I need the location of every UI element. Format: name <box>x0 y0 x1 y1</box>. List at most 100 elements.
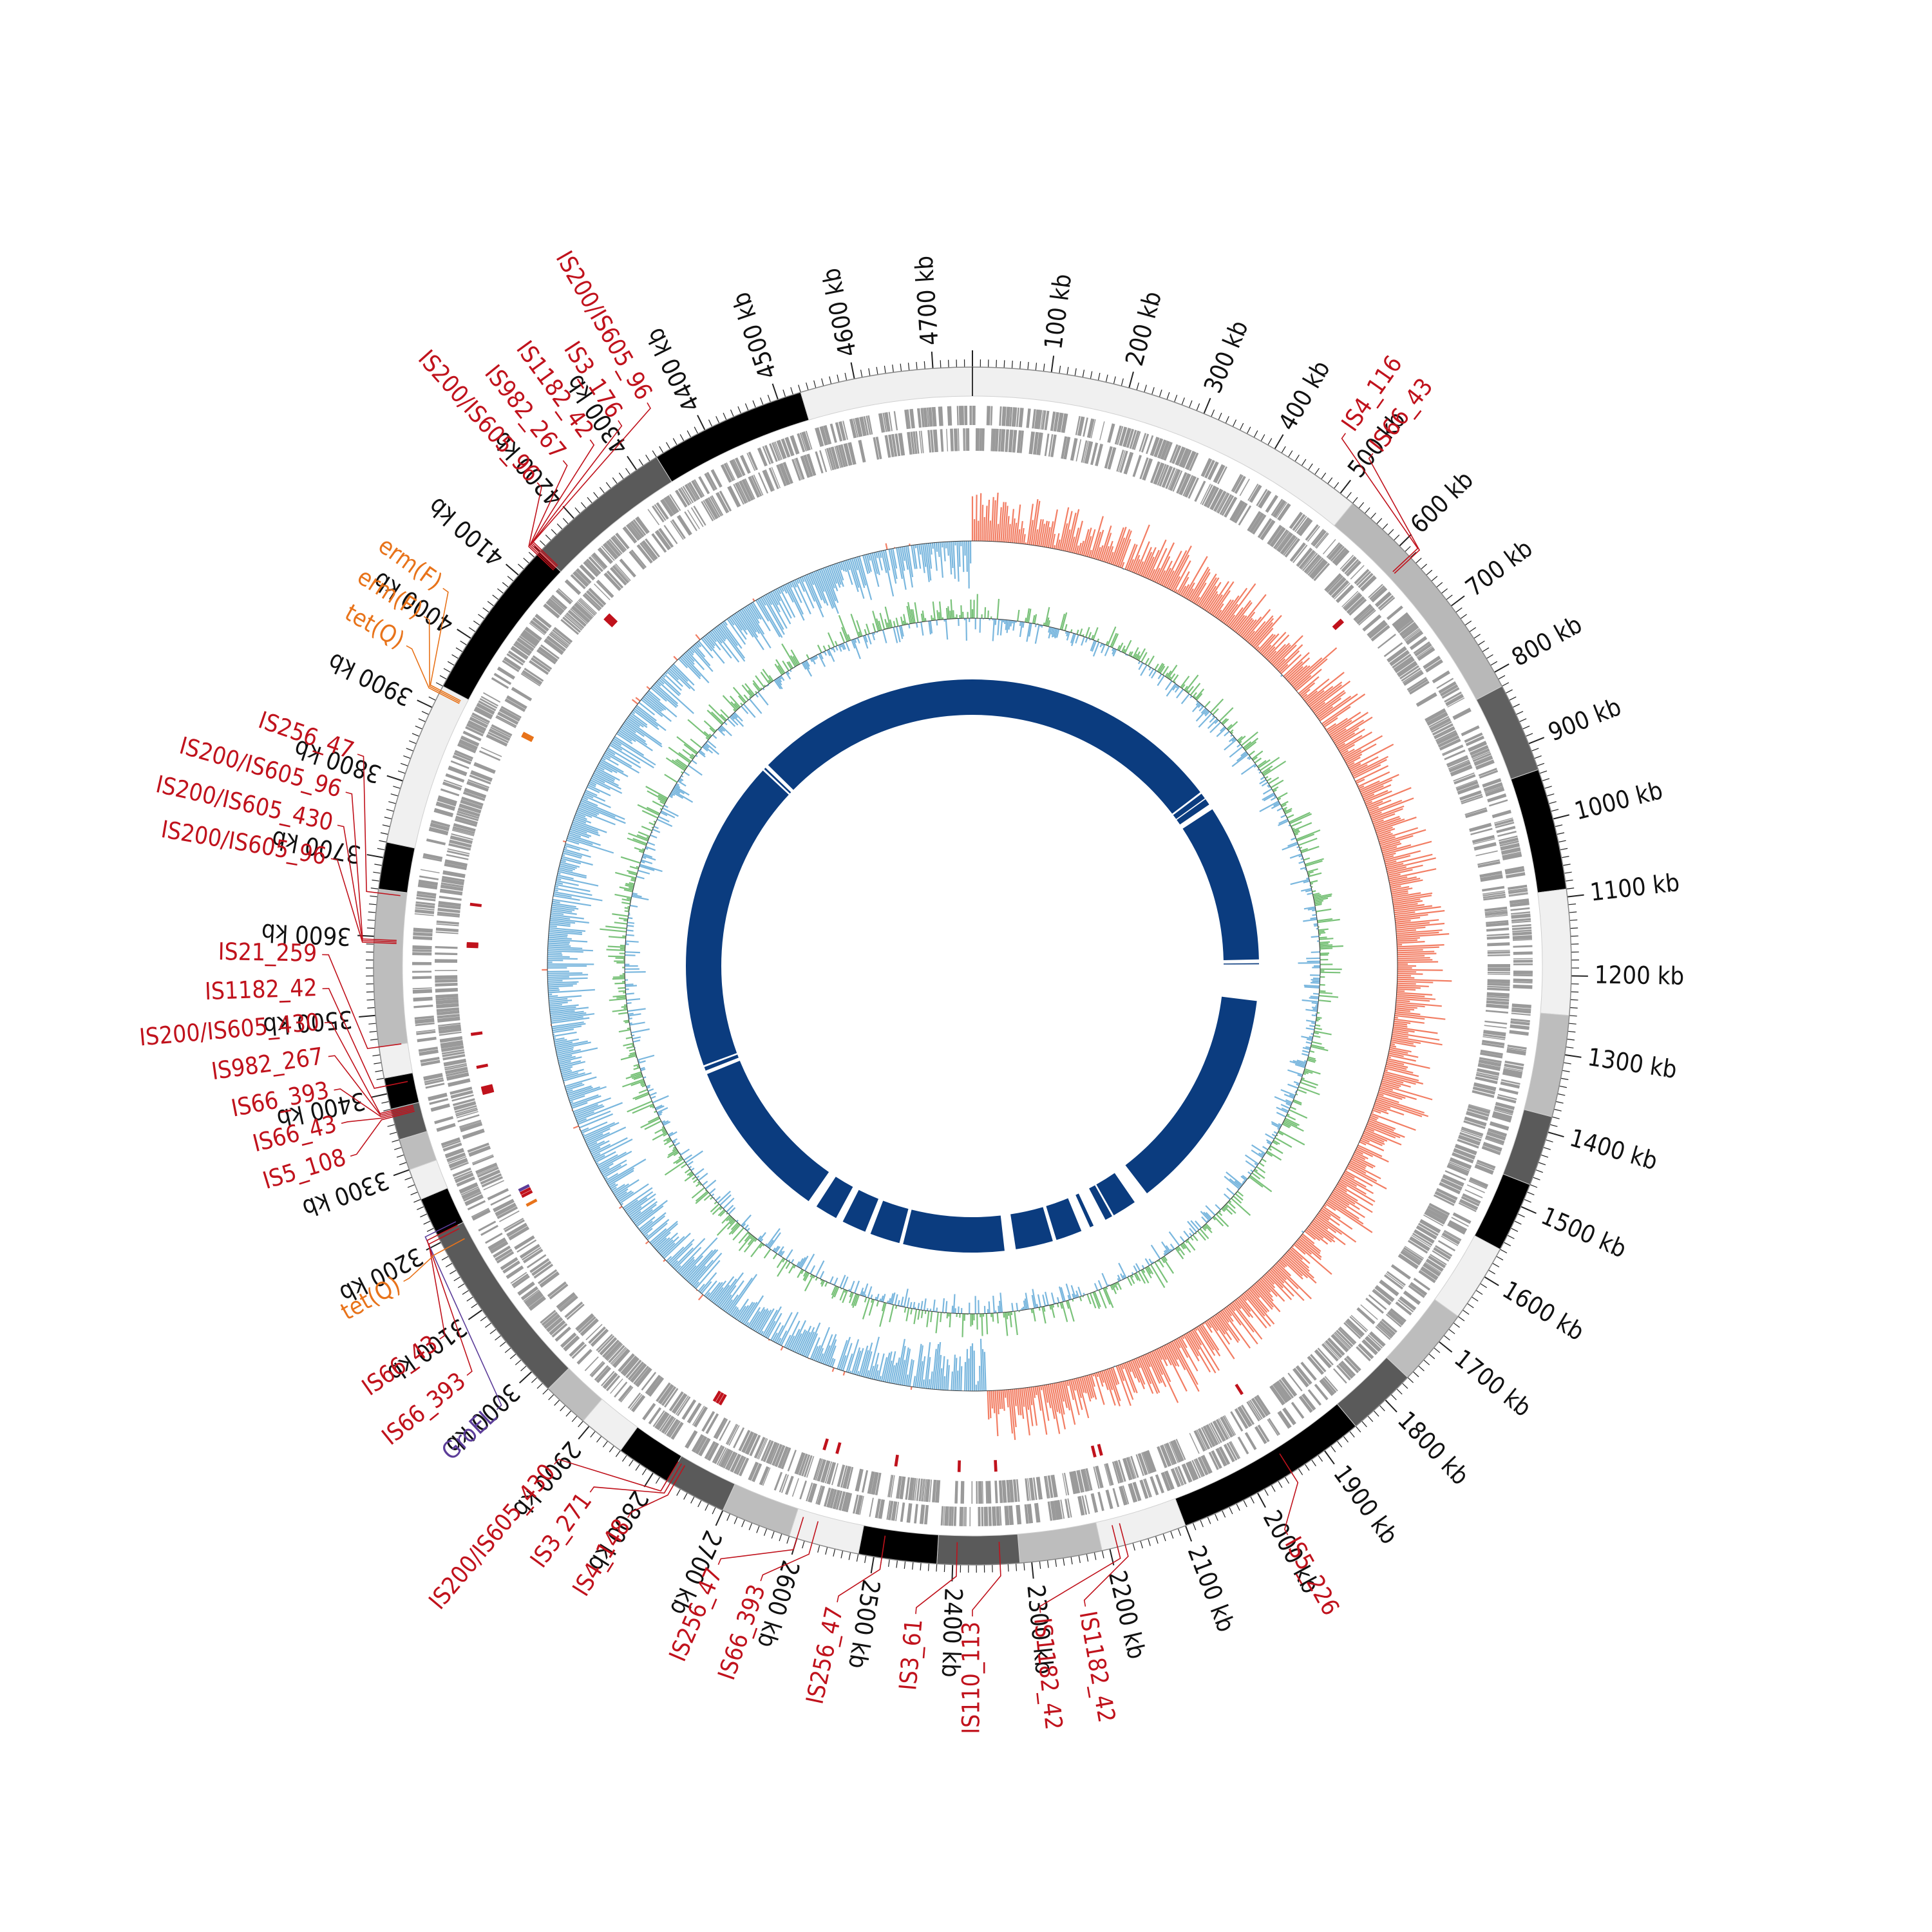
minor-tick <box>1105 374 1108 383</box>
feature-marker <box>466 942 478 946</box>
minor-tick <box>1151 387 1155 395</box>
feature-marker <box>519 1187 532 1195</box>
minor-tick <box>447 661 455 666</box>
minor-tick <box>605 482 612 489</box>
minor-tick <box>1086 1553 1089 1562</box>
major-tick <box>697 415 706 431</box>
minor-tick <box>712 1506 716 1515</box>
minor-tick <box>412 733 420 737</box>
minor-tick <box>1225 416 1229 424</box>
tick-label: 2500 kb <box>843 1578 886 1671</box>
minor-tick <box>1560 848 1568 851</box>
major-tick <box>870 1557 875 1574</box>
minor-tick <box>1566 1046 1574 1048</box>
major-tick <box>643 1472 654 1488</box>
minor-tick <box>1388 529 1394 535</box>
minor-tick <box>418 718 426 723</box>
alignment-block <box>816 1177 853 1218</box>
minor-tick <box>726 1513 731 1521</box>
tick-label: 2100 kb <box>1182 1542 1240 1636</box>
alignment-block <box>1223 963 1259 965</box>
minor-tick <box>1466 1303 1474 1309</box>
minor-tick <box>1260 434 1265 442</box>
minor-tick <box>1113 376 1116 384</box>
minor-tick <box>1046 1560 1049 1568</box>
tick-label: 600 kb <box>1405 466 1479 539</box>
tick-label: 4600 kb <box>817 265 862 359</box>
major-tick <box>627 455 638 471</box>
minor-tick <box>489 1329 497 1334</box>
minor-tick <box>798 384 801 393</box>
feature-marker <box>1333 620 1345 630</box>
minor-tick <box>1553 1108 1562 1112</box>
minor-tick <box>383 1108 392 1112</box>
alignment-block <box>764 768 791 794</box>
minor-tick <box>1410 551 1417 558</box>
minor-tick <box>1321 472 1327 480</box>
minor-tick <box>1207 1517 1211 1524</box>
tick-label: 1500 kb <box>1537 1202 1631 1264</box>
minor-tick <box>1181 397 1185 405</box>
feature-marker <box>994 1460 998 1472</box>
minor-tick <box>394 1146 402 1150</box>
annotation-label: IS1182_42 <box>204 974 317 1005</box>
minor-tick <box>551 529 557 535</box>
major-tick <box>850 362 855 379</box>
minor-tick <box>1510 1227 1519 1232</box>
minor-tick <box>366 999 375 1001</box>
minor-tick <box>413 1198 421 1203</box>
annotation-label: IS200/IS605_430 <box>138 1008 321 1051</box>
minor-tick <box>373 871 381 874</box>
major-tick <box>505 564 519 576</box>
annotation-leader <box>554 1459 679 1492</box>
gc-skew-track <box>542 492 1452 1440</box>
alignment-block <box>686 770 789 1066</box>
tick-label: 4500 kb <box>726 289 782 383</box>
minor-tick <box>1331 1445 1336 1453</box>
minor-tick <box>455 647 463 652</box>
minor-tick <box>802 1540 805 1549</box>
minor-tick <box>1294 454 1300 462</box>
minor-tick <box>748 1522 753 1531</box>
minor-tick <box>417 1206 424 1210</box>
minor-tick <box>876 366 878 375</box>
minor-tick <box>1570 927 1578 929</box>
track-positive <box>600 594 1343 1338</box>
annotation-leader <box>532 402 651 566</box>
minor-tick <box>1401 1383 1408 1389</box>
minor-tick <box>1488 1269 1495 1274</box>
tick-label: 300 kb <box>1198 316 1254 397</box>
minor-tick <box>763 1528 768 1536</box>
minor-tick <box>1557 832 1565 835</box>
minor-tick <box>860 369 863 378</box>
tick-label: 4100 kb <box>422 492 509 572</box>
minor-tick <box>509 1353 516 1359</box>
minor-tick <box>825 1547 828 1555</box>
minor-tick <box>473 620 480 626</box>
annotation-leader <box>1341 433 1419 573</box>
minor-tick <box>920 1562 922 1571</box>
annotation-leader <box>330 858 397 944</box>
minor-tick <box>1566 887 1575 889</box>
minor-tick <box>1428 1353 1435 1359</box>
major-tick <box>1438 1341 1453 1353</box>
major-tick <box>1567 894 1584 898</box>
minor-tick <box>1192 1522 1197 1531</box>
minor-tick <box>596 1435 602 1443</box>
track-negative <box>624 618 1321 1314</box>
minor-tick <box>1477 640 1485 646</box>
minor-tick <box>406 748 414 752</box>
contig-block <box>1434 1235 1501 1317</box>
minor-tick <box>609 1445 614 1453</box>
contig-block <box>936 1533 1021 1566</box>
minor-tick <box>415 725 423 730</box>
tick-label: 1000 kb <box>1571 776 1665 826</box>
minor-tick <box>531 1377 538 1383</box>
annotation-leader <box>334 1088 414 1117</box>
minor-tick <box>936 1564 938 1572</box>
minor-tick <box>900 363 902 372</box>
minor-tick <box>574 507 581 514</box>
minor-tick <box>844 372 848 381</box>
minor-tick <box>655 1477 661 1484</box>
minor-tick <box>548 1394 554 1401</box>
